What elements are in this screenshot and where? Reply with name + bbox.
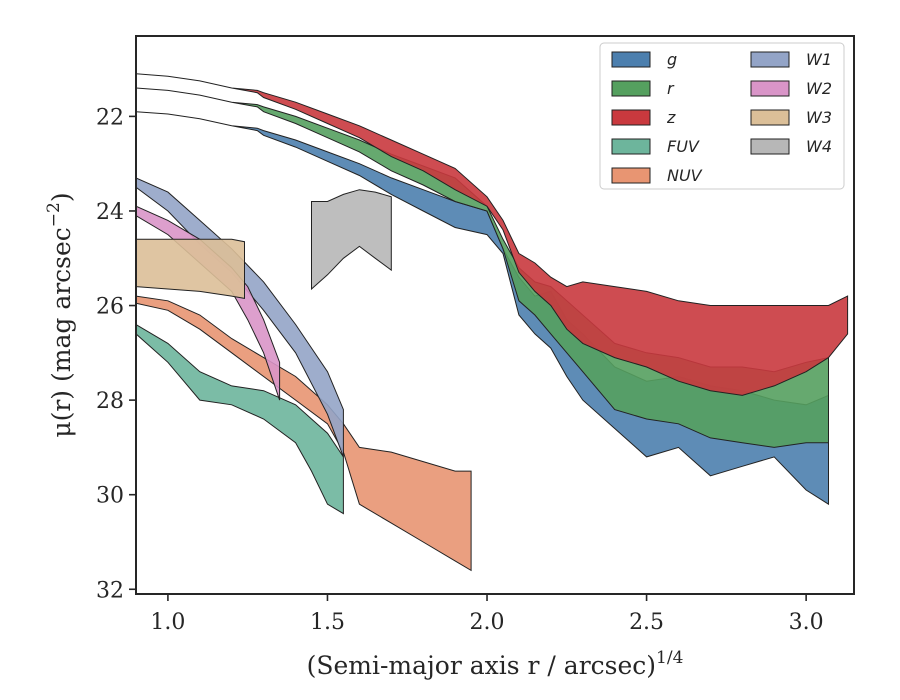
y-tick-label: 22 [96, 105, 124, 130]
legend-label-g: g [667, 50, 677, 69]
legend-swatch-r [611, 80, 651, 97]
legend-label-w3: W3 [806, 108, 832, 127]
legend-swatch-z [611, 109, 651, 126]
y-tick-label: 28 [96, 389, 124, 414]
legend-label-r: r [667, 79, 675, 98]
x-axis-label: (Semi-major axis r / arcsec)1/4 [307, 648, 684, 680]
band-w4 [311, 189, 392, 291]
y-tick-label: 32 [96, 578, 124, 603]
y-tick-label: 26 [96, 295, 124, 320]
y-tick-label: 24 [96, 200, 124, 225]
legend-swatch-nuv [611, 167, 651, 184]
x-tick-label: 2.0 [470, 610, 505, 635]
legend-label-fuv: FUV [667, 137, 700, 156]
legend-swatch-g [611, 51, 651, 68]
profile-bands [136, 73, 849, 572]
x-tick-label: 2.5 [629, 610, 664, 635]
legend-label-w4: W4 [806, 137, 832, 156]
x-tick-label: 1.0 [150, 610, 185, 635]
x-tick-label: 1.5 [310, 610, 345, 635]
y-axis-label: μ(r) (mag arcsec−2) [44, 192, 76, 437]
legend-label-z: z [666, 108, 676, 127]
legend-swatch-w2 [750, 80, 790, 97]
band-w3 [136, 238, 245, 299]
y-tick-label: 30 [96, 484, 124, 509]
y-axis: 22 24 26 28 30 32 [96, 105, 136, 603]
legend-label-nuv: NUV [667, 166, 703, 185]
band-fuv [136, 323, 344, 515]
legend: grz FUV NUV W1 W2 W3 W4 [599, 42, 845, 190]
legend-swatch-w3 [750, 109, 790, 126]
legend-swatch-w1 [750, 51, 790, 68]
legend-label-w1: W1 [806, 50, 832, 69]
plot-frame [135, 35, 855, 595]
band-z [136, 73, 849, 396]
legend-swatch-w4 [750, 138, 790, 155]
legend-label-w2: W2 [806, 79, 832, 98]
x-tick-label: 3.0 [789, 610, 824, 635]
legend-swatch-fuv [611, 138, 651, 155]
x-axis: 1.0 1.5 2.0 2.5 3.0 [150, 594, 824, 635]
